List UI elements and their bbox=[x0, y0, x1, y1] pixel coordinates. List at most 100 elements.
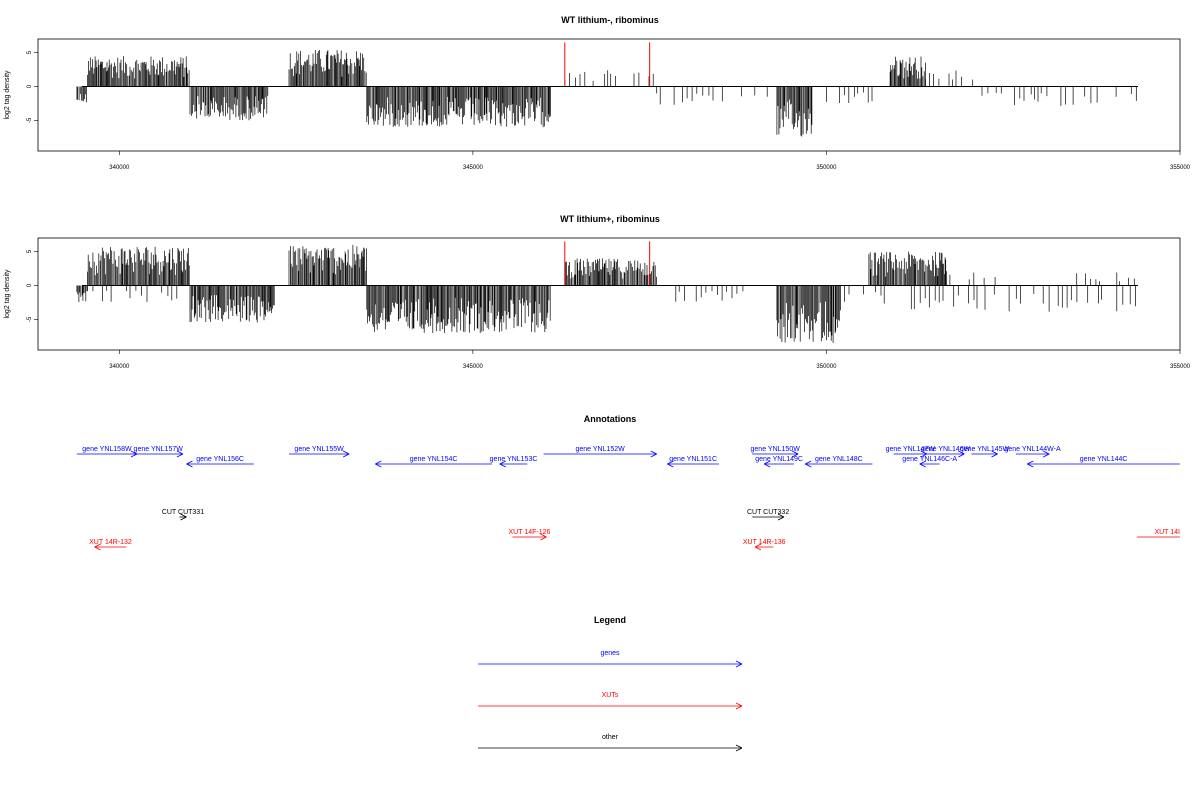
gene-arrow: gene YNL152W bbox=[543, 446, 657, 458]
track-panel-lithium-plus: WT lithium+, ribominus log2 tag density … bbox=[4, 214, 1191, 370]
arrowhead bbox=[342, 453, 350, 458]
arrowhead bbox=[991, 450, 998, 455]
gene-label: gene YNL145W bbox=[960, 446, 1010, 453]
xut-arrow: XUT 14R-132 bbox=[89, 539, 132, 551]
xut-label: XUT 14F-126 bbox=[509, 529, 551, 536]
gene-arrow: gene YNL146C-A bbox=[902, 456, 957, 468]
x-tick-labels: 340000 345000 350000 355000 bbox=[109, 364, 1190, 370]
gene-arrow: gene YNL147W bbox=[886, 446, 936, 458]
arrowhead bbox=[540, 533, 547, 538]
xut-arrow: XUT 14R-136 bbox=[743, 539, 786, 551]
arrowhead bbox=[805, 460, 812, 465]
arrowhead bbox=[958, 450, 965, 455]
gene-arrow: gene YNL148C bbox=[805, 456, 873, 468]
y-tick-labels: 5 0 -5 bbox=[27, 249, 33, 322]
arrowhead bbox=[735, 744, 743, 749]
gene-arrow: gene YNL151C bbox=[667, 456, 719, 468]
gene-label: gene YNL152W bbox=[576, 446, 626, 453]
arrowhead bbox=[958, 453, 965, 458]
legend-label: other bbox=[602, 734, 619, 741]
annotation-track: Annotations gene YNL158W gene YNL157W gene… bbox=[76, 414, 1180, 551]
arrowhead bbox=[735, 660, 743, 665]
y-tick-label: 0 bbox=[27, 84, 33, 88]
arrowhead bbox=[650, 450, 657, 455]
panel-title: WT lithium-, ribominus bbox=[561, 15, 659, 25]
arrowhead bbox=[1043, 453, 1050, 458]
gene-label: gene YNL149C bbox=[755, 456, 803, 463]
arrowhead bbox=[735, 663, 743, 668]
arrowhead bbox=[920, 453, 928, 458]
x-tick-label: 345000 bbox=[463, 165, 484, 171]
y-tick-labels: 5 0 -5 bbox=[27, 50, 33, 123]
gene-label: gene YNL156C bbox=[196, 456, 244, 463]
arrowhead bbox=[186, 463, 193, 468]
xut-arrow: XUT 14I bbox=[1136, 529, 1180, 538]
arrowhead bbox=[919, 460, 926, 465]
gene-label: gene YNL146W bbox=[921, 446, 971, 453]
arrowhead bbox=[791, 450, 799, 455]
arrowhead bbox=[991, 453, 998, 458]
arrowhead bbox=[186, 460, 193, 465]
arrowhead bbox=[754, 546, 762, 551]
arrowhead bbox=[130, 450, 138, 455]
x-tick-label: 340000 bbox=[109, 364, 130, 370]
arrowhead bbox=[499, 463, 506, 468]
density-bars bbox=[76, 244, 1136, 343]
gene-label: gene YNL151C bbox=[669, 456, 717, 463]
plot-frame bbox=[37, 237, 1181, 351]
gene-label: gene YNL144C bbox=[1080, 456, 1128, 463]
arrowhead bbox=[1027, 460, 1034, 465]
gene-arrow: gene YNL146W bbox=[921, 446, 971, 458]
cut-arrow: CUT CUT332 bbox=[747, 509, 789, 521]
y-axis-label: log2 tag density bbox=[4, 269, 11, 319]
x-tick-label: 345000 bbox=[463, 364, 484, 370]
arrowhead bbox=[735, 705, 743, 710]
gene-arrow: gene YNL155W bbox=[289, 446, 350, 458]
arrowhead bbox=[919, 463, 926, 468]
legend-item-xut: XUTs bbox=[478, 692, 743, 710]
legend: Legend genes XUTs other bbox=[478, 615, 743, 752]
arrowhead bbox=[791, 453, 799, 458]
x-tick-label: 350000 bbox=[816, 364, 837, 370]
arrowhead bbox=[94, 543, 101, 548]
legend-item-gene: genes bbox=[478, 650, 743, 668]
xut-arrow: XUT 14F-126 bbox=[509, 529, 551, 541]
arrowhead bbox=[176, 453, 184, 458]
plot-frame bbox=[37, 38, 1181, 152]
legend-title: Legend bbox=[594, 615, 626, 625]
gene-label: gene YNL157W bbox=[134, 446, 184, 453]
arrowhead bbox=[499, 460, 506, 465]
y-tick-label: 5 bbox=[27, 50, 33, 54]
y-tick-label: -5 bbox=[27, 316, 33, 322]
arrowhead bbox=[375, 463, 382, 468]
gene-label: gene YNL150W bbox=[751, 446, 801, 453]
annotations-title: Annotations bbox=[584, 414, 637, 424]
gene-arrow: gene YNL150W bbox=[751, 446, 801, 458]
arrowhead bbox=[667, 463, 674, 468]
arrowhead bbox=[130, 453, 138, 458]
gene-arrow: gene YNL144C bbox=[1027, 456, 1180, 468]
x-tick-label: 340000 bbox=[109, 165, 130, 171]
arrowhead bbox=[94, 546, 101, 551]
y-axis-label: log2 tag density bbox=[4, 70, 11, 120]
gene-label: gene YNL146C-A bbox=[902, 456, 957, 463]
gene-arrow: gene YNL154C bbox=[375, 456, 492, 468]
y-tick-label: 0 bbox=[27, 283, 33, 287]
gene-arrow: gene YNL157W bbox=[133, 446, 184, 458]
gene-arrow: gene YNL156C bbox=[186, 456, 254, 468]
arrowhead bbox=[540, 536, 547, 541]
arrowhead bbox=[650, 453, 657, 458]
legend-label: genes bbox=[600, 650, 620, 657]
arrowhead bbox=[375, 460, 382, 465]
legend-item-other: other bbox=[478, 734, 743, 752]
panel-title: WT lithium+, ribominus bbox=[560, 214, 660, 224]
cut-label: CUT CUT331 bbox=[162, 509, 204, 516]
cut-arrow: CUT CUT331 bbox=[162, 509, 204, 521]
arrowhead bbox=[920, 450, 928, 455]
legend-label: XUTs bbox=[602, 692, 619, 699]
gene-label: gene YNL147W bbox=[886, 446, 936, 453]
arrowhead bbox=[777, 516, 785, 521]
x-tick-label: 355000 bbox=[1170, 165, 1191, 171]
arrowhead bbox=[180, 516, 187, 521]
